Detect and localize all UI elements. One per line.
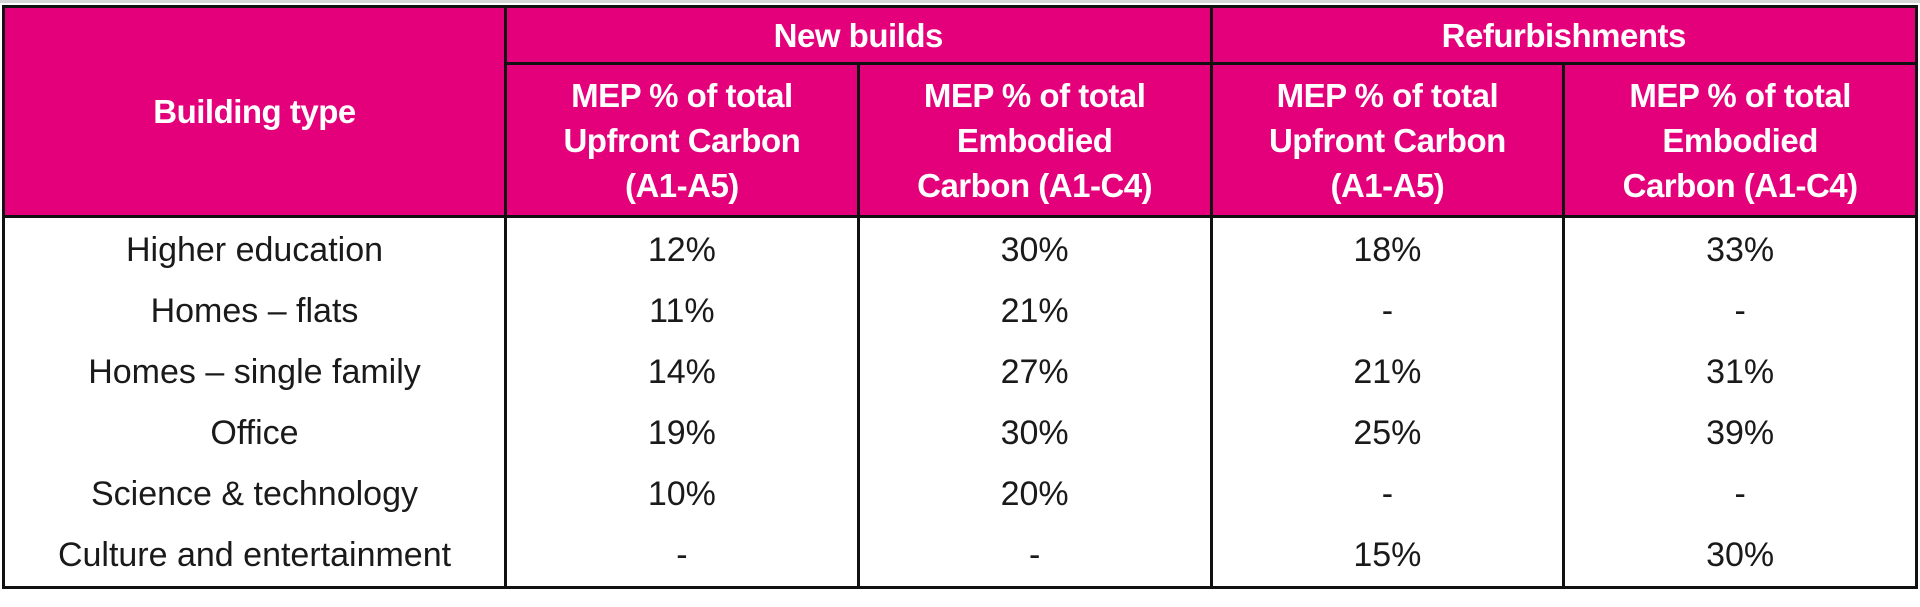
header-new-embodied-carbon: MEP % of total Embodied Carbon (A1-C4) bbox=[856, 62, 1213, 218]
building-type-cell: Science & technology bbox=[2, 464, 507, 525]
group-header-new-builds: New builds bbox=[504, 5, 1213, 65]
value-cell: - bbox=[1209, 464, 1566, 525]
building-type-cell: Homes – single family bbox=[2, 342, 507, 403]
building-type-cell: Higher education bbox=[2, 215, 507, 281]
mep-carbon-table: Building type New builds Refurbishments … bbox=[2, 5, 1918, 589]
header-row-groups: Building type New builds Refurbishments bbox=[2, 5, 1918, 218]
header-line: (A1-A5) bbox=[1330, 166, 1445, 204]
value-cell: - bbox=[1562, 281, 1918, 342]
table-row: Higher education 12% 30% 18% 33% bbox=[2, 215, 1918, 281]
table-row: Homes – single family 14% 27% 21% 31% bbox=[2, 342, 1918, 403]
header-line: MEP % of total bbox=[923, 76, 1146, 114]
header-refurb-upfront-carbon: MEP % of total Upfront Carbon (A1-A5) bbox=[1209, 62, 1566, 218]
group-header-refurbishments: Refurbishments bbox=[1209, 5, 1918, 65]
value-cell: 18% bbox=[1209, 215, 1566, 281]
value-cell: - bbox=[856, 525, 1213, 589]
header-line: Upfront Carbon bbox=[1268, 121, 1506, 159]
top-rule bbox=[0, 0, 1920, 3]
header-line: Carbon (A1-C4) bbox=[1622, 166, 1859, 204]
table-header: Building type New builds Refurbishments … bbox=[2, 5, 1918, 218]
value-cell: 20% bbox=[856, 464, 1213, 525]
table-row: Office 19% 30% 25% 39% bbox=[2, 403, 1918, 464]
header-line: MEP % of total bbox=[571, 76, 793, 114]
table-row: Science & technology 10% 20% - - bbox=[2, 464, 1918, 525]
value-cell: 11% bbox=[504, 281, 860, 342]
building-type-header: Building type bbox=[2, 5, 507, 218]
value-cell: - bbox=[1562, 464, 1918, 525]
value-cell: 15% bbox=[1209, 525, 1566, 589]
value-cell: - bbox=[1209, 281, 1566, 342]
value-cell: 21% bbox=[1209, 342, 1566, 403]
value-cell: 27% bbox=[856, 342, 1213, 403]
header-new-upfront-carbon: MEP % of total Upfront Carbon (A1-A5) bbox=[504, 62, 860, 218]
header-line: MEP % of total bbox=[1276, 76, 1499, 114]
value-cell: 25% bbox=[1209, 403, 1566, 464]
building-type-cell: Culture and entertainment bbox=[2, 525, 507, 589]
value-cell: 30% bbox=[856, 215, 1213, 281]
value-cell: 30% bbox=[1562, 525, 1918, 589]
building-type-cell: Homes – flats bbox=[2, 281, 507, 342]
header-line: Embodied bbox=[1662, 121, 1818, 159]
value-cell: - bbox=[504, 525, 860, 589]
header-line: (A1-A5) bbox=[624, 166, 739, 204]
table-body: Higher education 12% 30% 18% 33% Homes –… bbox=[2, 215, 1918, 589]
header-line: Upfront Carbon bbox=[563, 121, 801, 159]
value-cell: 30% bbox=[856, 403, 1213, 464]
building-type-cell: Office bbox=[2, 403, 507, 464]
value-cell: 39% bbox=[1562, 403, 1918, 464]
value-cell: 33% bbox=[1562, 215, 1918, 281]
table-row: Culture and entertainment - - 15% 30% bbox=[2, 525, 1918, 589]
value-cell: 31% bbox=[1562, 342, 1918, 403]
value-cell: 12% bbox=[504, 215, 860, 281]
value-cell: 10% bbox=[504, 464, 860, 525]
header-line: MEP % of total bbox=[1629, 76, 1851, 114]
header-refurb-embodied-carbon: MEP % of total Embodied Carbon (A1-C4) bbox=[1562, 62, 1918, 218]
value-cell: 21% bbox=[856, 281, 1213, 342]
header-line: Carbon (A1-C4) bbox=[917, 166, 1153, 204]
value-cell: 19% bbox=[504, 403, 860, 464]
header-row-metrics: MEP % of total Upfront Carbon (A1-A5) ME… bbox=[4, 62, 1918, 218]
table-row: Homes – flats 11% 21% - - bbox=[2, 281, 1918, 342]
value-cell: 14% bbox=[504, 342, 860, 403]
header-line: Embodied bbox=[956, 121, 1113, 159]
